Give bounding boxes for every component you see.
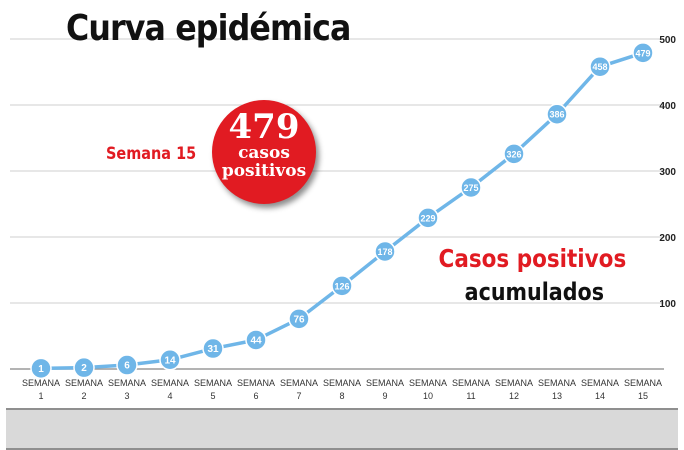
data-point (202, 337, 224, 360)
highlight-week-label: Semana 15 (106, 144, 197, 164)
data-label: 1 (38, 364, 44, 375)
x-tick-label-number: 2 (81, 391, 86, 401)
data-label: 479 (635, 48, 650, 58)
x-tick-label-word: SEMANA (495, 378, 533, 388)
x-tick-label-number: 10 (423, 391, 433, 401)
x-tick-label-number: 1 (38, 391, 43, 401)
x-tick-label-word: SEMANA (624, 378, 662, 388)
x-tick-label-word: SEMANA (538, 378, 576, 388)
x-tick-label-number: 3 (124, 391, 129, 401)
highlight-bubble: 479 casos positivos (212, 100, 316, 204)
x-tick-label-word: SEMANA (151, 378, 189, 388)
data-point (288, 308, 310, 330)
data-label: 2 (81, 363, 87, 374)
data-point (460, 176, 482, 199)
data-label: 44 (250, 335, 262, 346)
data-point (417, 207, 439, 229)
y-tick-label: 200 (659, 233, 676, 244)
data-label: 178 (377, 247, 392, 257)
x-tick-label-word: SEMANA (280, 378, 318, 388)
legend-line2: acumulados (464, 278, 604, 306)
data-point (245, 329, 267, 351)
data-label: 31 (207, 344, 219, 355)
y-tick-label: 500 (659, 35, 676, 46)
x-tick-label-number: 12 (509, 391, 519, 401)
chart-background (0, 0, 684, 408)
x-tick-label-number: 9 (382, 391, 387, 401)
data-label: 14 (164, 355, 176, 366)
x-tick-label-word: SEMANA (323, 378, 361, 388)
data-point (30, 357, 52, 380)
x-tick-label-word: SEMANA (108, 378, 146, 388)
data-point (159, 349, 181, 371)
y-tick-label: 100 (659, 299, 676, 310)
x-tick-label-number: 13 (552, 391, 562, 401)
data-label: 326 (506, 149, 521, 159)
highlight-value: 479 (228, 107, 300, 147)
x-tick-label-number: 5 (210, 391, 215, 401)
data-label: 458 (592, 62, 607, 72)
x-tick-label-number: 6 (253, 391, 258, 401)
x-tick-label-word: SEMANA (22, 378, 60, 388)
data-label: 386 (549, 110, 564, 120)
data-point (331, 275, 353, 297)
data-point (374, 240, 396, 263)
data-label: 275 (463, 183, 478, 193)
chart-title: Curva epidémica (66, 8, 351, 49)
x-tick-label-number: 8 (339, 391, 344, 401)
x-tick-label-word: SEMANA (581, 378, 619, 388)
highlight-text-line2: positivos (221, 161, 307, 181)
date-strip (6, 408, 678, 450)
data-label: 126 (334, 281, 349, 291)
data-point (589, 55, 611, 78)
x-tick-label-number: 15 (638, 391, 648, 401)
x-tick-label-word: SEMANA (65, 378, 103, 388)
data-label: 229 (420, 213, 435, 223)
data-label: 6 (124, 361, 130, 372)
legend-line1: Casos positivos (438, 244, 626, 273)
x-tick-label-number: 14 (595, 391, 605, 401)
data-point (546, 103, 568, 125)
y-tick-label: 300 (659, 167, 676, 178)
x-tick-label-word: SEMANA (452, 378, 490, 388)
data-point (116, 354, 138, 376)
x-tick-label-number: 11 (466, 391, 475, 401)
x-tick-label-word: SEMANA (366, 378, 404, 388)
data-point (503, 143, 525, 165)
x-tick-label-word: SEMANA (194, 378, 232, 388)
data-point (632, 42, 654, 64)
x-tick-label-word: SEMANA (237, 378, 275, 388)
x-tick-label-number: 7 (296, 391, 301, 401)
x-tick-label-number: 4 (167, 391, 172, 401)
data-point (73, 356, 95, 379)
highlight-text-line1: casos (238, 143, 290, 163)
data-label: 76 (293, 314, 305, 325)
y-tick-label: 400 (659, 101, 676, 112)
x-tick-label-word: SEMANA (409, 378, 447, 388)
